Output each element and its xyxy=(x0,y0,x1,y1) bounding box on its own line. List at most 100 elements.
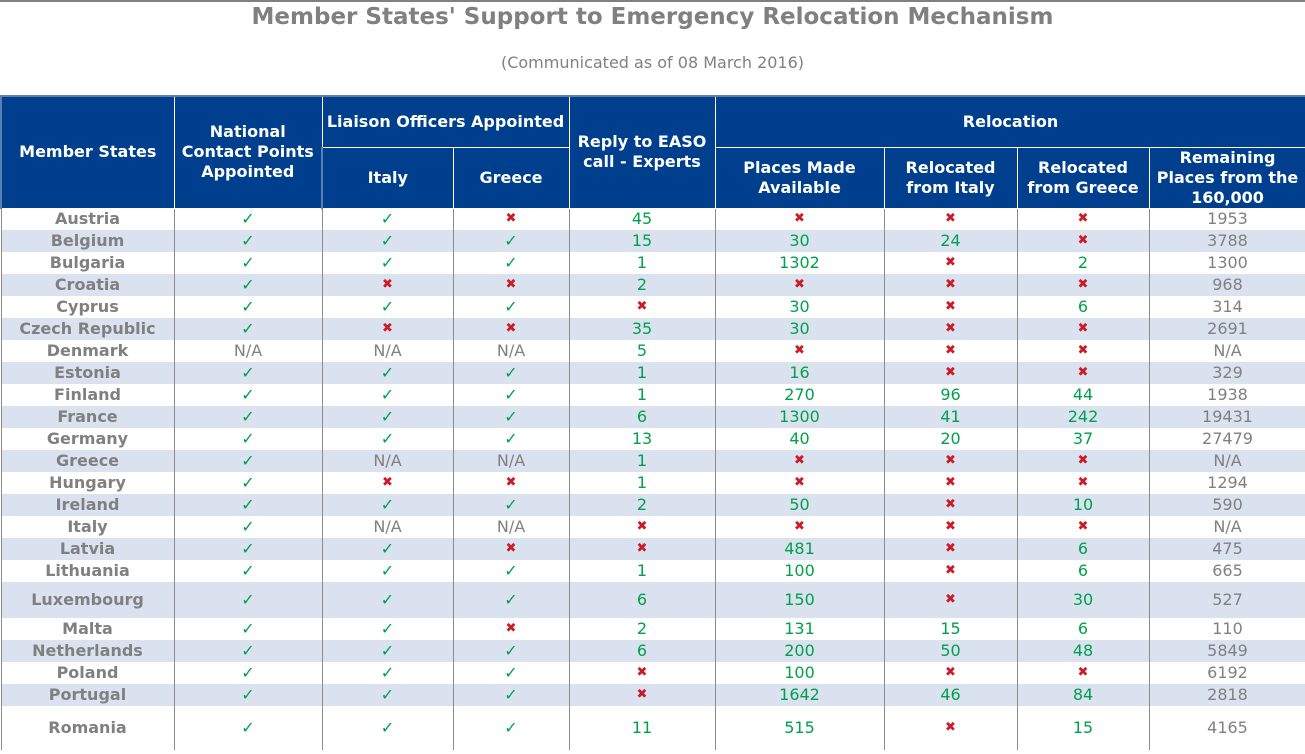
table-row: Belgium ✓ ✓ ✓ 15 30 24 ✖ 3788 xyxy=(0,230,1305,252)
table-row: Austria ✓ ✓ ✖ 45 ✖ ✖ ✖ 1953 xyxy=(0,208,1305,230)
cross-icon: ✖ xyxy=(883,274,1018,296)
cross-icon: ✖ xyxy=(883,318,1018,340)
check-icon: ✓ xyxy=(321,428,454,450)
na-value: N/A xyxy=(321,450,454,472)
rel-greece-value: 84 xyxy=(1016,684,1150,706)
remaining-value: 4165 xyxy=(1148,706,1305,750)
check-icon: ✓ xyxy=(321,406,454,428)
table-row: Poland ✓ ✓ ✓ ✖ 100 ✖ ✖ 6192 xyxy=(0,662,1305,684)
member-state-name: Malta xyxy=(0,618,175,640)
cross-icon: ✖ xyxy=(714,450,885,472)
remaining-value: N/A xyxy=(1148,516,1305,538)
remaining-value: 314 xyxy=(1148,296,1305,318)
cross-icon: ✖ xyxy=(883,450,1018,472)
na-value: N/A xyxy=(452,450,570,472)
member-state-name: France xyxy=(0,406,175,428)
check-icon: ✓ xyxy=(452,252,570,274)
easo-value: 1 xyxy=(568,450,716,472)
check-icon: ✓ xyxy=(173,472,323,494)
cross-icon: ✖ xyxy=(883,662,1018,684)
header-remaining-places: Remaining Places from the 160,000 xyxy=(1148,146,1305,209)
table-row: Lithuania ✓ ✓ ✓ 1 100 ✖ 6 665 xyxy=(0,560,1305,582)
relocation-table: Member States National Contact Points Ap… xyxy=(0,95,1305,750)
easo-value: 6 xyxy=(568,640,716,662)
check-icon: ✓ xyxy=(173,208,323,230)
na-value: N/A xyxy=(452,516,570,538)
table-row: Finland ✓ ✓ ✓ 1 270 96 44 1938 xyxy=(0,384,1305,406)
cross-icon: ✖ xyxy=(1016,516,1150,538)
check-icon: ✓ xyxy=(173,516,323,538)
easo-value: 2 xyxy=(568,274,716,296)
member-state-name: Germany xyxy=(0,428,175,450)
table-row: Denmark N/A N/A N/A 5 ✖ ✖ ✖ N/A xyxy=(0,340,1305,362)
check-icon: ✓ xyxy=(173,662,323,684)
easo-value: 11 xyxy=(568,706,716,750)
rel-greece-value: 6 xyxy=(1016,296,1150,318)
cross-icon: ✖ xyxy=(1016,362,1150,384)
check-icon: ✓ xyxy=(452,560,570,582)
places-value: 150 xyxy=(714,582,885,618)
cross-icon: ✖ xyxy=(883,296,1018,318)
check-icon: ✓ xyxy=(173,406,323,428)
check-icon: ✓ xyxy=(173,538,323,560)
cross-icon: ✖ xyxy=(452,318,570,340)
check-icon: ✓ xyxy=(321,560,454,582)
page-title: Member States' Support to Emergency Relo… xyxy=(251,4,1054,30)
remaining-value: 1953 xyxy=(1148,208,1305,230)
check-icon: ✓ xyxy=(452,406,570,428)
cross-icon: ✖ xyxy=(568,662,716,684)
table-row: Netherlands ✓ ✓ ✓ 6 200 50 48 5849 xyxy=(0,640,1305,662)
rel-italy-value: 15 xyxy=(883,618,1018,640)
member-state-name: Belgium xyxy=(0,230,175,252)
header-liaison-greece: Greece xyxy=(452,146,570,209)
cross-icon: ✖ xyxy=(883,516,1018,538)
check-icon: ✓ xyxy=(173,684,323,706)
check-icon: ✓ xyxy=(173,252,323,274)
member-state-name: Austria xyxy=(0,208,175,230)
cross-icon: ✖ xyxy=(714,274,885,296)
check-icon: ✓ xyxy=(321,252,454,274)
header-relocated-greece: Relocated from Greece xyxy=(1016,146,1150,209)
check-icon: ✓ xyxy=(452,640,570,662)
places-value: 100 xyxy=(714,662,885,684)
member-state-name: Bulgaria xyxy=(0,252,175,274)
places-value: 30 xyxy=(714,318,885,340)
check-icon: ✓ xyxy=(321,618,454,640)
cross-icon: ✖ xyxy=(883,582,1018,618)
rel-italy-value: 41 xyxy=(883,406,1018,428)
na-value: N/A xyxy=(452,340,570,362)
rel-greece-value: 44 xyxy=(1016,384,1150,406)
table-row: Germany ✓ ✓ ✓ 13 40 20 37 27479 xyxy=(0,428,1305,450)
header-relocated-italy: Relocated from Italy xyxy=(883,146,1018,209)
cross-icon: ✖ xyxy=(1016,318,1150,340)
header-national-contact-points: National Contact Points Appointed xyxy=(173,95,323,209)
rel-greece-value: 48 xyxy=(1016,640,1150,662)
check-icon: ✓ xyxy=(452,230,570,252)
check-icon: ✓ xyxy=(173,362,323,384)
cross-icon: ✖ xyxy=(321,472,454,494)
places-value: 1642 xyxy=(714,684,885,706)
cross-icon: ✖ xyxy=(568,516,716,538)
cross-icon: ✖ xyxy=(1016,662,1150,684)
check-icon: ✓ xyxy=(173,296,323,318)
remaining-value: 665 xyxy=(1148,560,1305,582)
cross-icon: ✖ xyxy=(321,318,454,340)
cross-icon: ✖ xyxy=(1016,450,1150,472)
cross-icon: ✖ xyxy=(883,252,1018,274)
check-icon: ✓ xyxy=(321,662,454,684)
na-value: N/A xyxy=(173,340,323,362)
places-value: 515 xyxy=(714,706,885,750)
easo-value: 45 xyxy=(568,208,716,230)
member-state-name: Italy xyxy=(0,516,175,538)
check-icon: ✓ xyxy=(452,428,570,450)
rel-greece-value: 2 xyxy=(1016,252,1150,274)
page-subtitle: (Communicated as of 08 March 2016) xyxy=(500,53,805,72)
rel-italy-value: 46 xyxy=(883,684,1018,706)
cross-icon: ✖ xyxy=(1016,230,1150,252)
check-icon: ✓ xyxy=(173,640,323,662)
table-row: Luxembourg ✓ ✓ ✓ 6 150 ✖ 30 527 xyxy=(0,582,1305,618)
member-state-name: Portugal xyxy=(0,684,175,706)
places-value: 30 xyxy=(714,230,885,252)
member-state-name: Poland xyxy=(0,662,175,684)
check-icon: ✓ xyxy=(173,494,323,516)
